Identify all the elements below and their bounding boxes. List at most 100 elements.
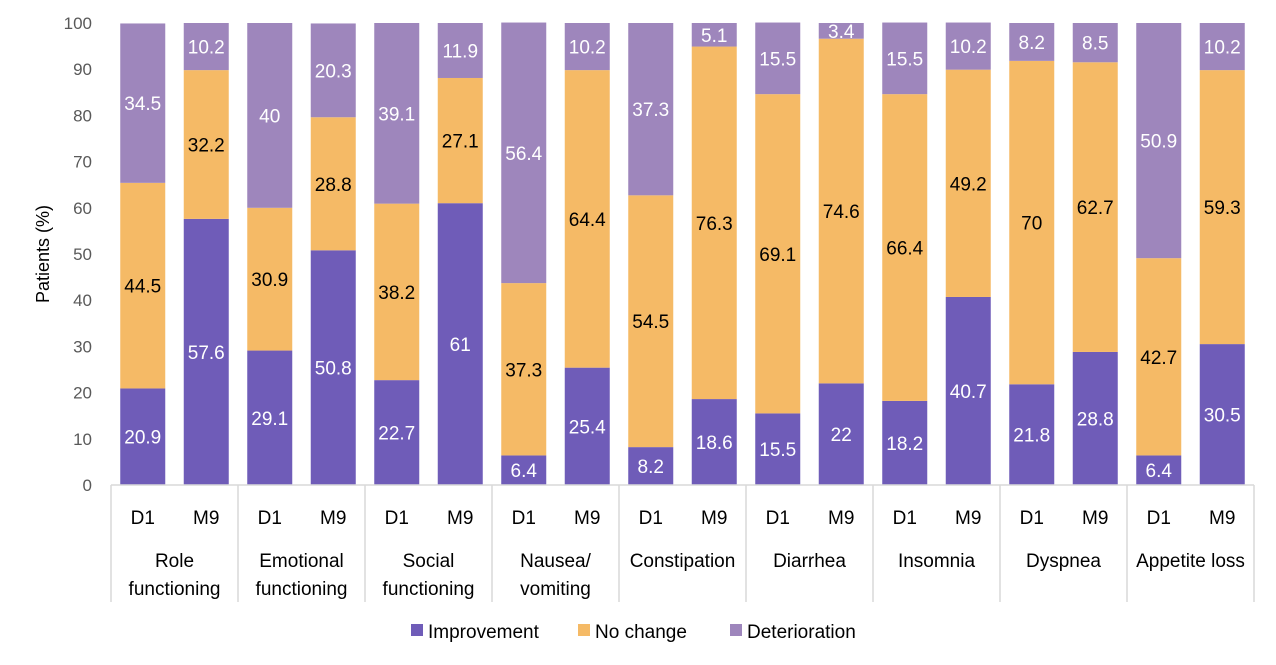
data-label: 38.2	[378, 283, 415, 304]
data-label: 56.4	[505, 144, 542, 165]
bar-segment-improvement	[1072, 351, 1118, 485]
y-tick-label: 50	[73, 245, 92, 264]
data-label: 18.6	[696, 433, 733, 454]
bar-segment-no-change	[691, 46, 737, 400]
data-label: 37.3	[632, 100, 669, 121]
x-subcategory-label: M9	[701, 508, 727, 529]
y-tick-label: 30	[73, 337, 92, 356]
bar-segment-improvement	[437, 203, 483, 485]
bar-segment-no-change	[247, 207, 293, 351]
data-label: 59.3	[1204, 198, 1241, 219]
data-label: 44.5	[124, 277, 161, 298]
data-label: 10.2	[950, 37, 987, 58]
y-tick-label: 90	[73, 60, 92, 79]
x-group-label: vomiting	[520, 579, 591, 600]
data-label: 8.2	[638, 457, 664, 478]
bar-segment-deterioration	[310, 23, 356, 118]
x-group-label: Constipation	[630, 551, 736, 572]
data-label: 30.5	[1204, 406, 1241, 427]
data-label: 54.5	[632, 312, 669, 333]
data-label: 66.4	[886, 239, 923, 260]
data-label: 25.4	[569, 417, 606, 438]
data-label: 20.3	[315, 61, 352, 82]
legend-swatch	[730, 624, 742, 636]
data-label: 49.2	[950, 174, 987, 195]
bar-segment-improvement	[374, 380, 420, 485]
x-group-label: functioning	[256, 579, 348, 600]
x-subcategory-label: M9	[447, 508, 473, 529]
data-label: 37.3	[505, 360, 542, 381]
bar-segment-no-change	[564, 70, 610, 368]
bar-segment-improvement	[247, 350, 293, 485]
bar-segment-no-change	[818, 38, 864, 384]
y-tick-label: 70	[73, 153, 92, 172]
legend-label: Improvement	[428, 622, 540, 643]
bar-segment-no-change	[120, 182, 166, 389]
data-label: 40	[259, 106, 280, 127]
bar-segment-no-change	[755, 94, 801, 414]
data-label: 15.5	[759, 440, 796, 461]
x-subcategory-label: M9	[1082, 508, 1108, 529]
bar-segment-improvement	[501, 455, 547, 485]
bar-segment-deterioration	[1009, 23, 1055, 61]
data-label: 29.1	[251, 409, 288, 430]
x-subcategory-label: M9	[193, 508, 219, 529]
data-label: 6.4	[1146, 461, 1173, 482]
x-subcategory-label: D1	[1020, 508, 1044, 529]
data-label: 32.2	[188, 136, 225, 157]
bar-segment-deterioration	[755, 22, 801, 95]
bar-segment-deterioration	[437, 23, 483, 78]
data-label: 11.9	[442, 41, 478, 62]
y-tick-label: 80	[73, 106, 92, 125]
x-subcategory-label: M9	[1209, 508, 1235, 529]
bar-segment-no-change	[1009, 60, 1055, 385]
data-label: 5.1	[701, 26, 727, 47]
x-group-label: Social	[403, 551, 455, 572]
x-subcategory-label: D1	[639, 508, 663, 529]
bar-segment-no-change	[945, 69, 991, 297]
data-label: 69.1	[759, 245, 796, 266]
x-subcategory-label: M9	[828, 508, 854, 529]
data-label: 20.9	[124, 428, 161, 449]
data-label: 6.4	[511, 461, 538, 482]
data-label: 8.5	[1082, 34, 1108, 55]
data-label: 18.2	[886, 434, 923, 455]
bar-segment-deterioration	[882, 22, 928, 95]
bar-segment-deterioration	[1199, 23, 1245, 71]
x-group-label: Role	[155, 551, 194, 572]
bar-segment-deterioration	[818, 23, 864, 39]
data-label: 62.7	[1077, 198, 1114, 219]
data-label: 64.4	[569, 210, 606, 231]
bar-segment-deterioration	[1072, 23, 1118, 63]
bar-segment-deterioration	[183, 23, 229, 71]
bar-segment-improvement	[1136, 455, 1182, 485]
bar-segment-deterioration	[120, 23, 166, 183]
y-tick-label: 10	[73, 430, 92, 449]
legend-swatch	[411, 624, 423, 636]
bar-segment-deterioration	[564, 23, 610, 71]
bar-segment-no-change	[1072, 62, 1118, 352]
data-label: 27.1	[442, 132, 479, 153]
bar-segment-improvement	[628, 447, 674, 485]
legend: Improvement No change Deterioration	[411, 622, 856, 643]
x-group-label: Insomnia	[898, 551, 976, 572]
data-label: 57.6	[188, 343, 225, 364]
data-label: 10.2	[569, 38, 606, 59]
x-subcategory-label: D1	[512, 508, 536, 529]
data-label: 10.2	[1204, 38, 1241, 59]
x-subcategory-label: D1	[385, 508, 409, 529]
bar-segment-deterioration	[691, 23, 737, 47]
bar-segment-no-change	[1199, 70, 1245, 345]
bar-segment-no-change	[374, 203, 420, 381]
x-group-label: functioning	[383, 579, 475, 600]
x-group-label: Diarrhea	[773, 551, 846, 572]
x-group-label: Emotional	[259, 551, 344, 572]
bar-segment-no-change	[501, 283, 547, 456]
data-label: 70	[1021, 214, 1042, 235]
bar-segment-no-change	[882, 94, 928, 401]
bar-segment-deterioration	[501, 22, 547, 284]
x-subcategory-label: D1	[893, 508, 917, 529]
bar-segment-deterioration	[247, 23, 293, 208]
y-tick-label: 0	[83, 476, 92, 495]
